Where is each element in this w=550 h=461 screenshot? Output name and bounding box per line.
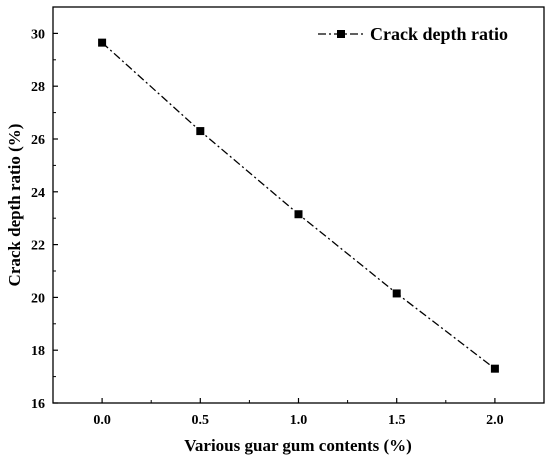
legend: Crack depth ratio <box>318 24 508 44</box>
plot-frame <box>52 6 545 404</box>
x-axis-label: Various guar gum contents (%) <box>184 436 412 455</box>
legend-marker <box>337 30 345 38</box>
y-tick-label: 20 <box>31 291 45 306</box>
y-tick-label: 26 <box>31 133 45 148</box>
x-tick-label: 0.5 <box>192 413 210 428</box>
y-axis-label: Crack depth ratio (%) <box>5 124 24 287</box>
y-tick-label: 30 <box>31 27 45 42</box>
data-point <box>490 364 499 373</box>
data-point <box>392 289 401 298</box>
series-line <box>101 42 496 370</box>
data-point <box>196 127 205 136</box>
x-tick-label: 1.5 <box>388 413 406 428</box>
y-tick-label: 24 <box>31 186 45 201</box>
data-point <box>98 38 107 47</box>
data-point <box>294 210 303 219</box>
y-tick-label: 28 <box>31 80 45 95</box>
series-group <box>98 38 499 373</box>
y-tick-label: 16 <box>31 397 45 412</box>
y-tick-label: 22 <box>31 239 45 254</box>
x-tick-label: 1.0 <box>290 413 308 428</box>
y-tick-label: 18 <box>31 344 45 359</box>
x-axis-ticks: 0.0 0.5 1.0 1.5 2.0 <box>93 398 504 428</box>
legend-label: Crack depth ratio <box>370 24 508 44</box>
x-tick-label: 2.0 <box>486 413 504 428</box>
x-tick-label: 0.0 <box>93 413 111 428</box>
y-axis-ticks: 16 18 20 22 24 26 28 30 <box>31 6 58 412</box>
